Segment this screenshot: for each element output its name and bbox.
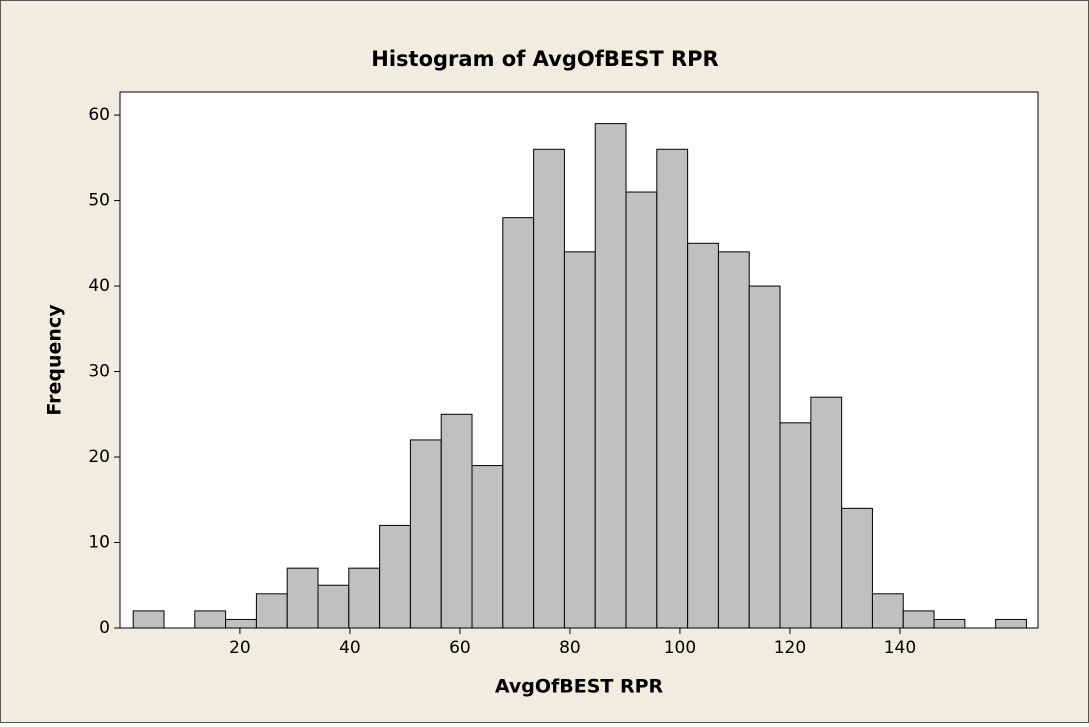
bar: [625, 191, 658, 629]
bar: [348, 567, 381, 629]
bar: [533, 148, 565, 629]
bar: [779, 422, 812, 629]
bar: [871, 593, 904, 629]
y-tick-label: 20: [88, 447, 110, 467]
x-tick-label: 120: [774, 638, 806, 658]
bar: [594, 123, 627, 629]
x-tick-label: 20: [229, 638, 251, 658]
x-tick-label: 140: [884, 638, 916, 658]
bar: [225, 618, 257, 629]
bar: [656, 148, 689, 629]
bar: [409, 439, 442, 629]
y-tick-label: 50: [88, 191, 110, 211]
bar: [810, 396, 843, 629]
y-tick-label: 40: [88, 276, 110, 296]
bar: [687, 242, 719, 629]
bar: [194, 610, 227, 629]
chart-title: Histogram of AvgOfBEST RPR: [371, 47, 718, 71]
bar: [317, 584, 350, 629]
bar: [717, 251, 750, 629]
bar: [286, 567, 319, 629]
y-tick-label: 0: [99, 618, 110, 638]
x-tick-label: 40: [339, 638, 361, 658]
bar: [748, 285, 781, 629]
bar: [902, 610, 935, 629]
bar: [841, 507, 873, 629]
x-tick-label: 80: [559, 638, 581, 658]
bar: [440, 413, 473, 629]
y-tick-label: 10: [88, 533, 110, 553]
bar: [995, 618, 1027, 629]
y-tick-label: 60: [88, 105, 110, 125]
bar: [379, 524, 411, 629]
bar: [502, 217, 535, 629]
bar: [132, 610, 165, 629]
y-tick-label: 30: [88, 362, 110, 382]
bar: [563, 251, 596, 629]
x-tick-label: 60: [449, 638, 471, 658]
bar: [933, 618, 966, 629]
x-axis-label: AvgOfBEST RPR: [495, 676, 664, 698]
bar: [471, 465, 504, 629]
bar: [255, 593, 288, 629]
y-axis-label: Frequency: [44, 304, 66, 416]
x-tick-label: 100: [664, 638, 696, 658]
